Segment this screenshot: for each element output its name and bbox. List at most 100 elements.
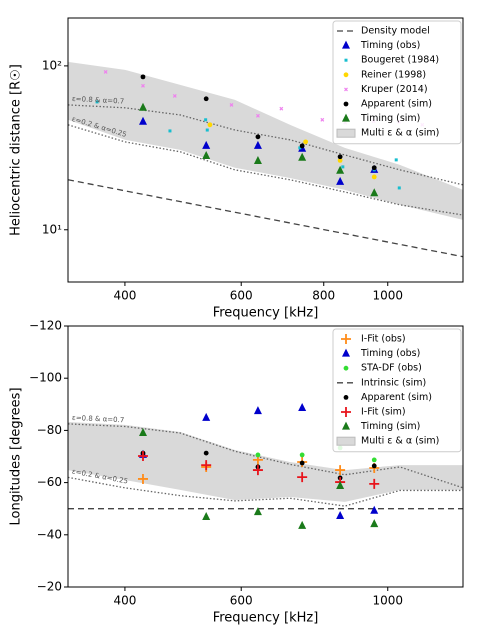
legend: I-Fit (obs) Timing (obs) STA-DF (obs) Intri… xyxy=(332,328,462,453)
data-point xyxy=(341,165,345,169)
y-axis-label: Longitudes [degrees] xyxy=(9,387,24,525)
y-axis-label: Heliocentric distance [R☉] xyxy=(9,64,24,236)
y-tick-label: −80 xyxy=(37,423,62,437)
legend: Density model Timing (obs) Bougeret (1984)… xyxy=(332,20,462,145)
model-curve xyxy=(68,476,463,507)
data-point xyxy=(298,520,307,529)
data-point xyxy=(253,507,262,516)
data-point xyxy=(256,113,260,118)
data-point xyxy=(138,116,147,125)
legend-label: Timing (sim) xyxy=(360,113,420,124)
x-tick-label: 1000 xyxy=(372,289,403,303)
data-point xyxy=(205,128,209,132)
legend-box xyxy=(332,328,462,453)
data-point xyxy=(255,452,261,458)
data-point xyxy=(172,93,177,98)
y-tick-label: 10² xyxy=(42,58,62,72)
data-point xyxy=(336,165,345,174)
x-tick-label: 800 xyxy=(312,289,335,303)
legend-swatch xyxy=(342,348,350,357)
data-point xyxy=(229,102,234,107)
x-axis-label: Frequency [kHz] xyxy=(213,611,319,626)
legend-swatch xyxy=(343,395,349,400)
legend-label: Density model xyxy=(361,26,430,37)
plot-area xyxy=(68,402,463,529)
data-point xyxy=(203,96,209,102)
legend-label: I-Fit (obs) xyxy=(361,334,406,345)
y-tick-label: −60 xyxy=(37,475,62,489)
x-tick-label: 1000 xyxy=(372,594,403,608)
y-tick-label: −20 xyxy=(37,580,62,594)
legend-box xyxy=(332,20,462,145)
data-point xyxy=(320,117,325,122)
x-tick-label: 600 xyxy=(230,289,253,303)
data-point xyxy=(370,519,379,528)
data-point xyxy=(204,118,208,122)
data-point xyxy=(138,428,147,437)
x-tick-label: 400 xyxy=(113,289,136,303)
data-point xyxy=(298,402,307,411)
data-point xyxy=(140,74,146,80)
data-point xyxy=(203,450,209,456)
data-point xyxy=(297,472,308,483)
y-tick-label: −120 xyxy=(29,319,62,333)
legend-label: Intrinsic (sim) xyxy=(361,377,426,388)
data-point xyxy=(336,176,345,185)
data-point xyxy=(168,129,172,133)
curve-annotation: ε=0.8 & α=0.7 xyxy=(72,95,125,106)
data-point xyxy=(369,478,380,489)
legend-swatch xyxy=(343,101,349,107)
data-point xyxy=(202,512,211,521)
data-point xyxy=(137,450,148,461)
model-curve xyxy=(68,104,463,186)
legend-label: Reiner (1998) xyxy=(361,69,426,80)
data-point xyxy=(299,143,305,149)
legend-label: STA-DF (obs) xyxy=(361,363,422,374)
legend-label: Apparent (sim) xyxy=(361,392,432,403)
data-point xyxy=(253,155,262,164)
x-tick-label: 400 xyxy=(113,594,136,608)
legend-label: I-Fit (sim) xyxy=(361,407,406,418)
legend-label: Bougeret (1984) xyxy=(361,55,439,66)
data-point xyxy=(95,100,99,104)
legend-label: Kruper (2014) xyxy=(361,84,428,95)
legend-swatch xyxy=(342,113,350,122)
legend-swatch xyxy=(336,128,356,138)
band xyxy=(68,422,463,502)
legend-label: Multi ε & α (sim) xyxy=(361,436,439,447)
data-point xyxy=(299,452,305,458)
y-tick-label: −40 xyxy=(37,527,62,541)
data-point xyxy=(303,139,309,145)
data-point xyxy=(207,122,213,128)
data-point xyxy=(298,152,307,161)
curve-annotation: ε=0.8 & α=0.7 xyxy=(72,414,125,424)
legend-swatch xyxy=(344,58,348,62)
data-point xyxy=(202,140,211,149)
data-point xyxy=(370,188,379,197)
data-point xyxy=(201,460,212,471)
y-tick-label: −100 xyxy=(29,371,62,385)
data-point xyxy=(298,146,302,150)
legend-swatch xyxy=(342,40,350,49)
plot-area xyxy=(68,61,463,258)
data-point xyxy=(370,505,379,514)
data-point xyxy=(336,480,345,489)
data-point xyxy=(337,158,343,163)
axes-frame xyxy=(67,17,464,283)
data-point xyxy=(253,140,262,149)
band xyxy=(68,61,463,220)
axes-frame xyxy=(67,325,464,588)
data-point xyxy=(202,150,211,159)
model-curve xyxy=(68,423,463,489)
model-line xyxy=(68,179,463,258)
data-point xyxy=(371,174,377,180)
legend-swatch xyxy=(342,421,350,430)
y-tick-label: 10¹ xyxy=(42,222,62,236)
data-point xyxy=(299,460,305,466)
x-axis-label: Frequency [kHz] xyxy=(213,306,319,321)
data-point xyxy=(397,186,401,190)
data-point xyxy=(255,134,261,140)
legend-label: Timing (obs) xyxy=(360,40,420,51)
